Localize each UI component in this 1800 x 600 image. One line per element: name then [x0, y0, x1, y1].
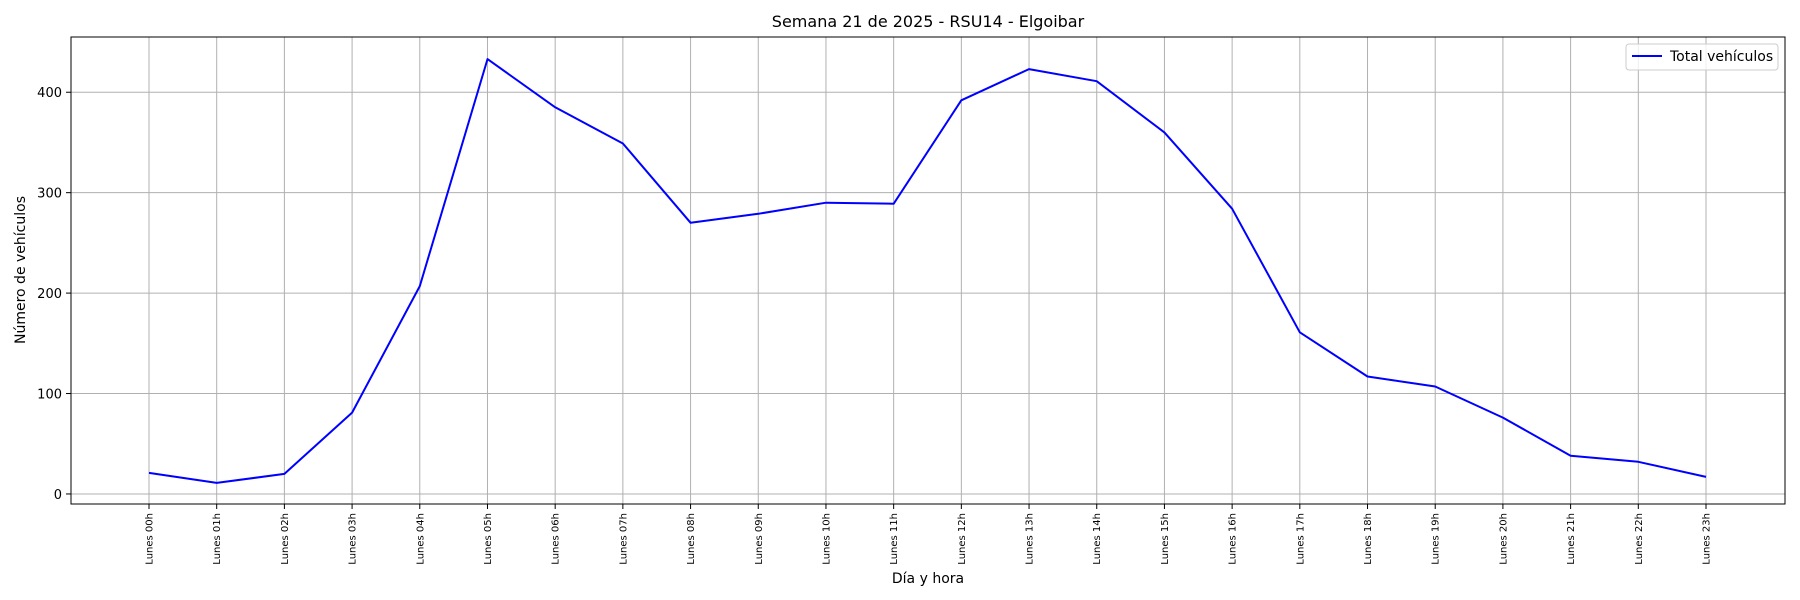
y-tick-label: 0 — [54, 488, 62, 503]
legend: Total vehículos — [1625, 43, 1779, 71]
x-axis-ticks: Lunes 00h Lunes 01h Lunes 02h Lunes 03h Lune… — [145, 504, 1713, 565]
y-axis-label: Número de vehículos — [13, 196, 29, 344]
plot-frame — [70, 36, 1786, 505]
y-tick-label: 400 — [37, 86, 62, 101]
x-tick-label: Lunes 01h — [212, 513, 223, 565]
x-tick-label: Lunes 00h — [145, 513, 156, 565]
x-tick-label: Lunes 02h — [280, 513, 291, 565]
x-tick-label: Lunes 12h — [957, 513, 968, 565]
y-axis-ticks: 0 100 200 300 400 — [37, 86, 71, 503]
x-axis-label: Día y hora — [892, 571, 964, 587]
y-tick-label: 100 — [37, 388, 62, 403]
x-tick-label: Lunes 06h — [551, 513, 562, 565]
x-tick-label: Lunes 17h — [1295, 513, 1306, 565]
x-tick-label: Lunes 14h — [1092, 513, 1103, 565]
legend-box — [1625, 43, 1779, 71]
y-tick-label: 200 — [37, 287, 62, 302]
x-tick-label: Lunes 04h — [415, 513, 426, 565]
x-tick-label: Lunes 16h — [1228, 513, 1239, 565]
x-tick-label: Lunes 15h — [1160, 513, 1171, 565]
x-tick-label: Lunes 08h — [686, 513, 697, 565]
grid-lines — [71, 37, 1785, 504]
chart-title: Semana 21 de 2025 - RSU14 - Elgoibar — [772, 12, 1085, 31]
series-layer — [148, 58, 1707, 484]
x-tick-label: Lunes 23h — [1702, 513, 1713, 565]
x-tick-label: Lunes 10h — [821, 513, 832, 565]
x-tick-label: Lunes 18h — [1363, 513, 1374, 565]
x-tick-label: Lunes 05h — [483, 513, 494, 565]
series-line — [148, 58, 1707, 484]
x-tick-label: Lunes 11h — [889, 513, 900, 565]
x-tick-label: Lunes 03h — [348, 513, 359, 565]
x-tick-label: Lunes 07h — [618, 513, 629, 565]
x-tick-label: Lunes 21h — [1566, 513, 1577, 565]
x-tick-label: Lunes 13h — [1025, 513, 1036, 565]
x-tick-label: Lunes 22h — [1634, 513, 1645, 565]
x-tick-label: Lunes 20h — [1498, 513, 1509, 565]
legend-label-total-vehiculos: Total vehículos — [1669, 49, 1773, 65]
x-tick-label: Lunes 09h — [754, 513, 765, 565]
x-tick-label: Lunes 19h — [1431, 513, 1442, 565]
y-tick-label: 300 — [37, 187, 62, 202]
